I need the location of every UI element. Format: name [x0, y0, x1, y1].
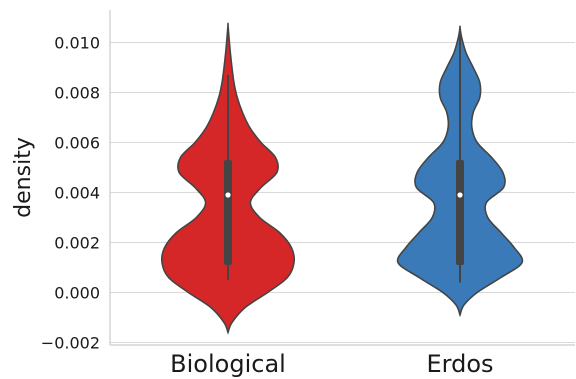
x-category-label: Erdos	[426, 350, 493, 378]
y-tick-label: 0.008	[54, 84, 100, 103]
y-tick-label: 0.000	[54, 284, 100, 303]
gridlines	[110, 42, 575, 343]
violin-erdos	[396, 25, 524, 318]
y-axis-title: density	[11, 137, 36, 218]
y-tick-label: 0.002	[54, 234, 100, 253]
x-category-label: Biological	[170, 350, 286, 378]
labels: −0.002 0.000 0.002 0.004 0.006 0.008 0.010 Biol…	[11, 34, 494, 379]
violins	[160, 22, 524, 335]
y-tick-label: 0.004	[54, 184, 100, 203]
violin-iqr-box	[456, 160, 464, 265]
violin-median-dot	[457, 192, 463, 198]
violin-iqr-box	[224, 160, 232, 265]
violin-biological	[160, 22, 296, 335]
y-tick-label: −0.002	[41, 334, 100, 353]
violin-median-dot	[225, 192, 231, 198]
axes	[109, 10, 575, 346]
y-tick-label: 0.010	[54, 34, 100, 53]
y-tick-label: 0.006	[54, 134, 100, 153]
